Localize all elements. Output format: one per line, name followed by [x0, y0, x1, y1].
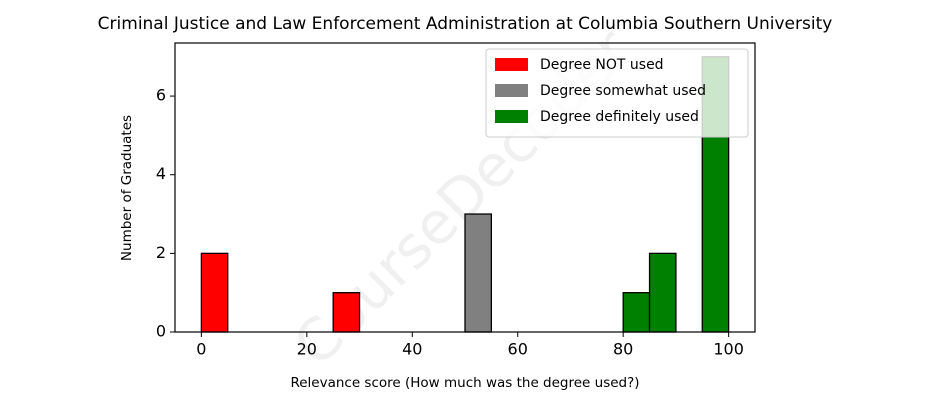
legend-label: Degree definitely used	[540, 109, 699, 125]
y-tick-label: 2	[156, 243, 166, 262]
y-axis-label: Number of Graduates	[119, 115, 135, 261]
x-tick-label: 80	[613, 340, 633, 359]
x-tick-label: 40	[402, 340, 422, 359]
plot-frame	[174, 42, 756, 333]
legend-box	[485, 48, 749, 138]
bar	[200, 252, 229, 333]
y-tick-label: 6	[156, 86, 166, 105]
y-tick-label: 0	[156, 322, 166, 341]
x-tick-label: 20	[297, 340, 317, 359]
x-axis-label: Relevance score (How much was the degree…	[290, 375, 639, 391]
bar	[648, 252, 677, 333]
legend-label: Degree NOT used	[540, 57, 664, 73]
x-tick-label: 100	[713, 340, 744, 359]
legend-swatch	[495, 58, 528, 71]
y-tick-label: 4	[156, 164, 166, 183]
chart-title: Criminal Justice and Law Enforcement Adm…	[98, 14, 833, 34]
x-tick-label: 60	[508, 340, 528, 359]
bar	[622, 292, 651, 333]
bar	[464, 213, 493, 333]
legend-swatch	[495, 110, 528, 123]
x-tick-label: 0	[196, 340, 206, 359]
bar	[332, 292, 361, 333]
legend-swatch	[495, 84, 528, 97]
legend-label: Degree somewhat used	[540, 83, 706, 99]
